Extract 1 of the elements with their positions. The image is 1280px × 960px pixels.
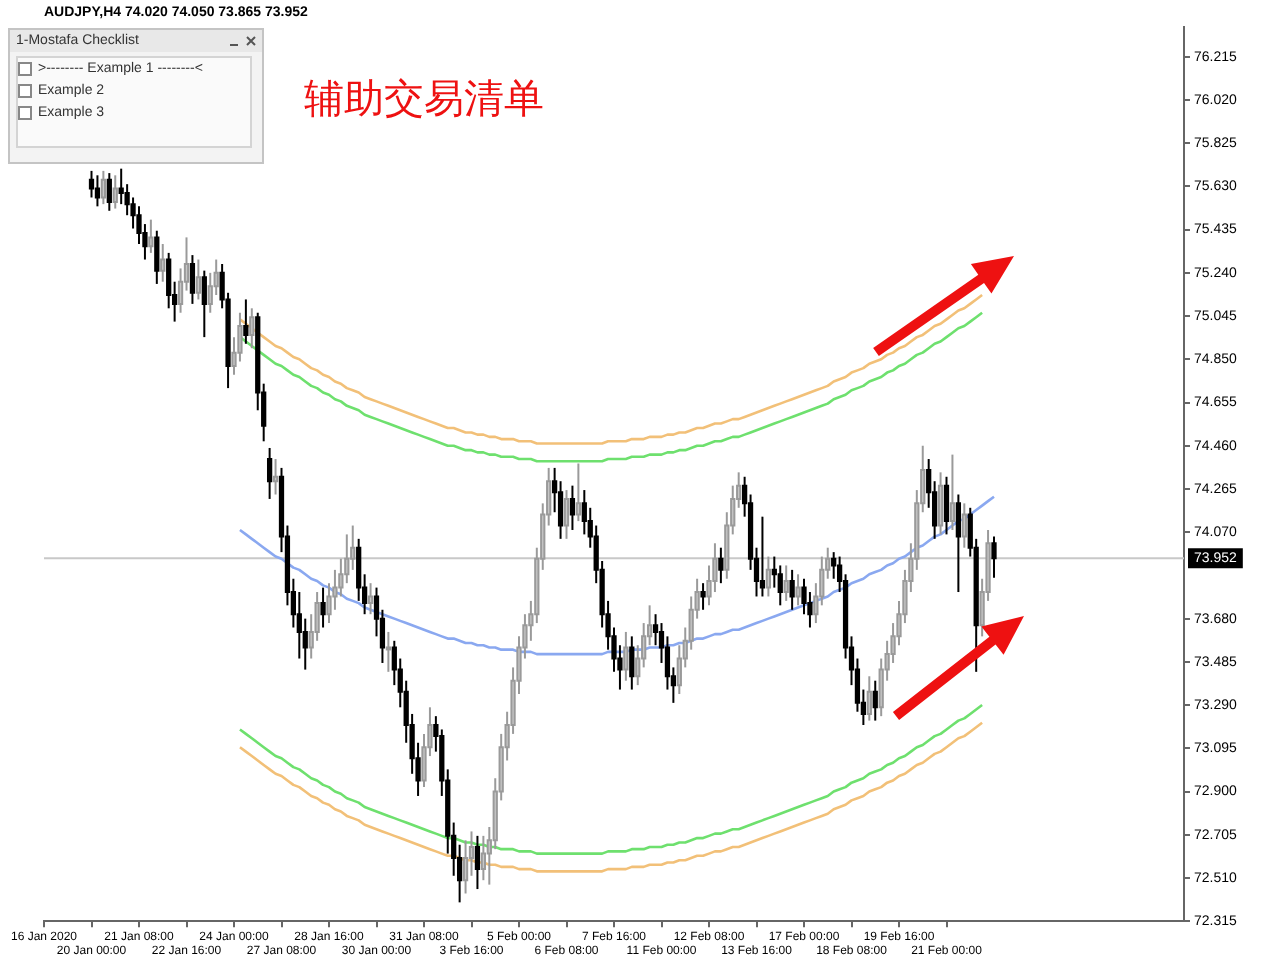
annotation: 辅助交易清单	[304, 76, 544, 126]
